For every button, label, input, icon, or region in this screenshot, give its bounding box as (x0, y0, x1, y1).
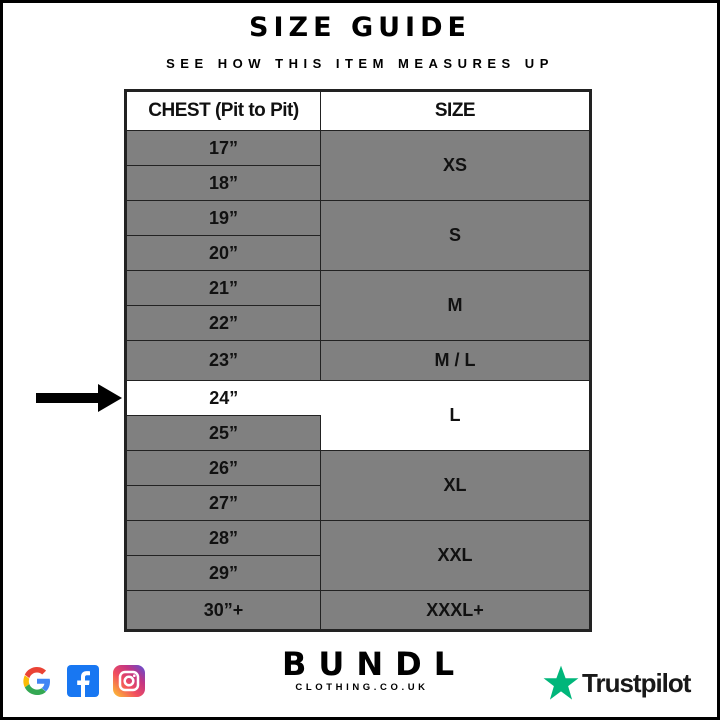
page-title: SIZE GUIDE (249, 12, 471, 43)
brand-url: CLOTHING.CO.UK (295, 682, 429, 693)
chest-cell: 17” (125, 130, 321, 166)
chest-cell: 26” (125, 450, 321, 486)
chest-cell-highlighted: 24” (125, 380, 321, 416)
star-icon (543, 665, 579, 700)
trustpilot-logo[interactable]: Trustpilot (542, 664, 691, 702)
google-icon[interactable] (20, 664, 54, 698)
chest-cell: 28” (125, 520, 321, 556)
size-cell: M (320, 270, 591, 341)
size-cell: XXL (320, 520, 591, 591)
chest-cell: 19” (125, 200, 321, 236)
size-table: CHEST (Pit to Pit) SIZE 17” XS 18” 19” S 20… (124, 89, 592, 632)
chest-cell: 29” (125, 555, 321, 591)
page-subtitle: SEE HOW THIS ITEM MEASURES UP (166, 56, 554, 71)
chest-cell: 23” (125, 340, 321, 381)
social-icons (20, 664, 146, 698)
size-cell: XL (320, 450, 591, 521)
brand-name: BUNDL (282, 645, 467, 683)
header-chest: CHEST (Pit to Pit) (125, 90, 321, 131)
chest-cell: 21” (125, 270, 321, 306)
size-cell: S (320, 200, 591, 271)
brand-logo: BUNDL CLOTHING.CO.UK (270, 645, 467, 693)
size-cell-highlighted: L (320, 380, 591, 451)
arrow-right-icon (36, 384, 122, 412)
trustpilot-text: Trustpilot (582, 667, 691, 698)
facebook-icon[interactable] (66, 664, 100, 698)
chest-cell: 27” (125, 485, 321, 521)
chest-cell: 25” (125, 415, 321, 451)
chest-cell: 22” (125, 305, 321, 341)
size-cell: M / L (320, 340, 591, 381)
chest-cell: 18” (125, 165, 321, 201)
header-size: SIZE (320, 90, 591, 131)
instagram-icon[interactable] (112, 664, 146, 698)
chest-cell: 20” (125, 235, 321, 271)
chest-cell: 30”+ (125, 590, 321, 631)
size-cell: XS (320, 130, 591, 201)
size-cell: XXXL+ (320, 590, 591, 631)
